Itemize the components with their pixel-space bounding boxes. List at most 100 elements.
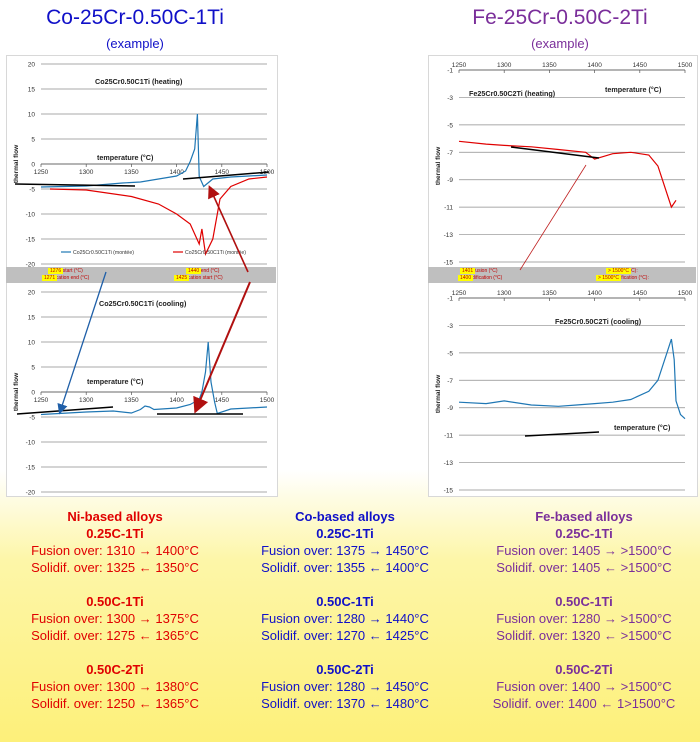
fusion-range: Fusion over: 1280 → 1440°C [261,611,429,626]
x-tick-label: 1500 [260,397,275,404]
band-label: début solidification (°C): [596,275,649,281]
solidification-range: Solidif. over: 1405 ← >1500°C [496,560,672,575]
solidification-range: Solidif. over: 1320 ← >1500°C [496,628,672,643]
y-tick-label: -7 [447,150,453,157]
band-value: > 1500°C [606,268,632,274]
x-axis-label: temperature (°C) [614,423,671,432]
y-tick-label: -5 [447,122,453,129]
fusion-range: Fusion over: 1300 → 1380°C [31,679,199,694]
y-tick-label: -13 [444,460,454,467]
chart-title: Fe25Cr0.50C2Ti (heating) [469,89,556,98]
group-name: 0.50C-2Ti [86,662,144,677]
solidification-range: Solidif. over: 1325 ← 1350°C [31,560,199,575]
x-axis-label: temperature (°C) [87,377,144,386]
y-tick-label: -5 [29,187,35,194]
x-tick-label: 1500 [678,62,693,69]
y-tick-label: -1 [447,296,453,303]
fusion-range: Fusion over: 1310 → 1400°C [31,543,199,558]
solidification-range: Solidif. over: 1400 ← 1>1500°C [492,696,676,711]
solidification-range: Solidif. over: 1355 ← 1400°C [261,560,429,575]
band-label: fusion end (°C) [186,268,220,274]
legend-label: Co25Cr0.50C1Ti (montée) [73,250,134,256]
x-tick-label: 1300 [79,397,94,404]
chart-title: Fe25Cr0.50C2Ti (cooling) [555,317,642,326]
x-tick-label: 1250 [452,290,467,297]
x-tick-label: 1300 [497,62,512,69]
y-tick-label: 10 [28,112,36,119]
group-name: 0.25C-1Ti [555,526,613,541]
fusion-range: Fusion over: 1375 → 1450°C [261,543,429,558]
fusion-range: Fusion over: 1400 → >1500°C [496,679,672,694]
ni-summary-title: Ni-based alloys [67,509,163,524]
y-tick-label: 15 [28,87,36,94]
y-tick-label: 15 [28,315,36,322]
fusion-range: Fusion over: 1280 → 1450°C [261,679,429,694]
series-line [40,341,268,416]
y-tick-label: -20 [26,262,36,269]
solidification-range: Solidif. over: 1275 ← 1365°C [31,628,199,643]
tangent-line [524,431,600,437]
y-tick-label: 20 [28,290,36,297]
x-axis-label: temperature (°C) [97,153,154,162]
y-tick-label: -3 [447,323,453,330]
band-label: fusion start (°C) [48,268,83,274]
fe-summary-title: Fe-based alloys [535,509,633,524]
y-tick-label: 5 [31,365,35,372]
x-tick-label: 1250 [34,169,49,176]
y-tick-label: 0 [31,162,35,169]
solidification-range: Solidif. over: 1270 ← 1425°C [261,628,429,643]
solidification-range: Solidif. over: 1370 ← 1480°C [261,696,429,711]
y-tick-label: -15 [444,260,454,267]
x-tick-label: 1300 [497,290,512,297]
x-tick-label: 1350 [542,62,557,69]
group-name: 0.50C-1Ti [316,594,374,609]
y-tick-label: -13 [444,232,454,239]
x-tick-label: 1500 [678,290,693,297]
chart-title: Co25Cr0.50C1Ti (cooling) [99,299,187,308]
series-line [458,140,677,209]
tangent-line [510,146,600,159]
band-label: fin solidification (°C) [458,275,503,281]
y-axis-label: thermal flow [13,144,20,183]
fe-alloy-title: Fe-25Cr-0.50C-2Ti [472,6,648,29]
x-tick-label: 1350 [542,290,557,297]
x-tick-label: 1400 [169,169,184,176]
x-tick-label: 1350 [124,169,139,176]
co-alloy-subtitle: (example) [106,36,164,51]
x-tick-label: 1450 [215,397,230,404]
fe-heating-chart: -1 -3 -5 -7 -9 -11 -13 -15 1250 1300 1350 1400 1450 1… [435,62,693,267]
y-tick-label: 0 [31,390,35,397]
group-name: 0.25C-1Ti [86,526,144,541]
y-tick-label: -10 [26,212,36,219]
co-transition-band: fusion start (°C) 1276 solidification en… [6,267,276,283]
x-tick-label: 1400 [169,397,184,404]
co-heating-chart: 20151050-5-10-15-20125013001350140014501… [13,62,275,269]
y-tick-label: -5 [447,350,453,357]
y-tick-label: -7 [447,378,453,385]
series-line [458,338,686,420]
solidification-range: Solidif. over: 1250 ← 1365°C [31,696,199,711]
series-line [49,176,268,257]
group-name: 0.50C-1Ti [555,594,613,609]
y-tick-label: -11 [444,205,453,212]
x-tick-label: 1450 [633,290,648,297]
y-tick-label: -9 [447,405,453,412]
y-tick-label: -9 [447,177,453,184]
x-tick-label: 1450 [215,169,230,176]
band-label: solidification start (°C) [174,275,223,281]
band-value: 1271 [42,275,58,281]
tangent-line [182,171,270,180]
x-tick-label: 1300 [79,169,94,176]
y-tick-label: -15 [444,488,454,495]
y-tick-label: -1 [447,68,453,75]
y-tick-label: -11 [444,433,453,440]
co-summary-title: Co-based alloys [295,509,395,524]
fusion-range: Fusion over: 1405 → >1500°C [496,543,672,558]
fe-alloy-subtitle: (example) [531,36,589,51]
group-name: 0.50C-2Ti [555,662,613,677]
y-tick-label: -5 [29,415,35,422]
y-tick-label: -10 [26,440,36,447]
tangent-line [14,183,136,187]
y-axis-label: thermal flow [435,374,442,413]
y-tick-label: 10 [28,340,36,347]
